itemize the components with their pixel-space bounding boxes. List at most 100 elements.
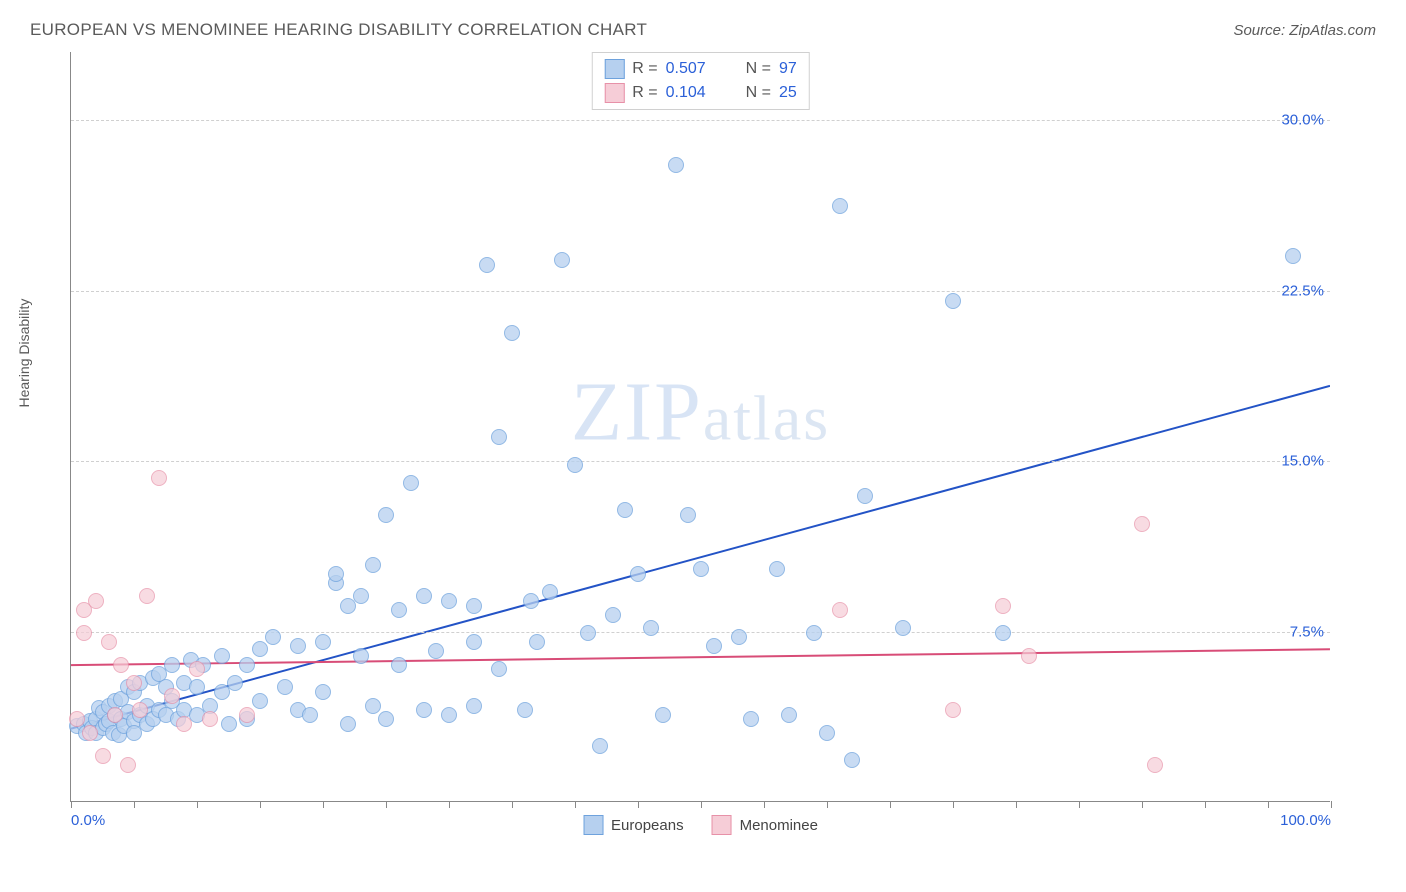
data-point	[277, 679, 293, 695]
data-point	[391, 602, 407, 618]
data-point	[239, 657, 255, 673]
r-label: R =	[632, 84, 657, 102]
data-point	[995, 625, 1011, 641]
data-point	[176, 716, 192, 732]
x-tick	[1331, 801, 1332, 808]
data-point	[895, 620, 911, 636]
data-point	[214, 648, 230, 664]
data-point	[189, 679, 205, 695]
data-point	[693, 561, 709, 577]
data-point	[416, 588, 432, 604]
x-tick	[386, 801, 387, 808]
n-value-europeans: 97	[779, 60, 797, 78]
data-point	[781, 707, 797, 723]
data-point	[221, 716, 237, 732]
watermark-atlas: atlas	[703, 382, 830, 453]
legend-label-menominee: Menominee	[740, 817, 818, 834]
watermark: ZIPatlas	[571, 363, 830, 460]
data-point	[1147, 757, 1163, 773]
data-point	[353, 588, 369, 604]
data-point	[995, 598, 1011, 614]
source-attribution: Source: ZipAtlas.com	[1233, 22, 1376, 39]
data-point	[466, 598, 482, 614]
correlation-legend: R = 0.507 N = 97 R = 0.104 N = 25	[591, 52, 809, 110]
data-point	[151, 470, 167, 486]
x-tick	[512, 801, 513, 808]
x-tick	[827, 801, 828, 808]
gridline	[71, 632, 1330, 633]
data-point	[504, 325, 520, 341]
data-point	[252, 641, 268, 657]
data-point	[655, 707, 671, 723]
data-point	[76, 625, 92, 641]
data-point	[580, 625, 596, 641]
data-point	[806, 625, 822, 641]
x-tick	[701, 801, 702, 808]
data-point	[365, 557, 381, 573]
data-point	[416, 702, 432, 718]
gridline	[71, 291, 1330, 292]
data-point	[1134, 516, 1150, 532]
data-point	[95, 748, 111, 764]
data-point	[517, 702, 533, 718]
data-point	[567, 457, 583, 473]
x-tick	[134, 801, 135, 808]
data-point	[523, 593, 539, 609]
data-point	[643, 620, 659, 636]
x-tick	[1205, 801, 1206, 808]
n-label: N =	[746, 84, 771, 102]
correlation-row-europeans: R = 0.507 N = 97	[600, 57, 800, 81]
data-point	[113, 657, 129, 673]
y-axis-label: Hearing Disability	[16, 299, 32, 408]
trend-lines	[71, 52, 1330, 801]
data-point	[403, 475, 419, 491]
data-point	[252, 693, 268, 709]
gridline	[71, 120, 1330, 121]
data-point	[101, 634, 117, 650]
plot-area: ZIPatlas R = 0.507 N = 97 R = 0.104 N = …	[70, 52, 1330, 802]
r-label: R =	[632, 60, 657, 78]
data-point	[466, 634, 482, 650]
y-tick-label: 30.0%	[1281, 112, 1324, 129]
data-point	[1021, 648, 1037, 664]
x-tick-label: 0.0%	[71, 812, 105, 829]
data-point	[378, 507, 394, 523]
data-point	[605, 607, 621, 623]
data-point	[107, 707, 123, 723]
data-point	[265, 629, 281, 645]
data-point	[706, 638, 722, 654]
data-point	[227, 675, 243, 691]
data-point	[945, 702, 961, 718]
data-point	[945, 293, 961, 309]
data-point	[668, 157, 684, 173]
correlation-row-menominee: R = 0.104 N = 25	[600, 81, 800, 105]
x-tick	[1268, 801, 1269, 808]
x-tick	[953, 801, 954, 808]
data-point	[302, 707, 318, 723]
data-point	[164, 657, 180, 673]
data-point	[315, 634, 331, 650]
y-tick-label: 22.5%	[1281, 282, 1324, 299]
chart-container: Hearing Disability ZIPatlas R = 0.507 N …	[30, 44, 1376, 864]
data-point	[479, 257, 495, 273]
n-label: N =	[746, 60, 771, 78]
data-point	[315, 684, 331, 700]
data-point	[365, 698, 381, 714]
data-point	[82, 725, 98, 741]
x-tick	[197, 801, 198, 808]
data-point	[88, 593, 104, 609]
data-point	[353, 648, 369, 664]
x-tick	[764, 801, 765, 808]
data-point	[164, 688, 180, 704]
data-point	[378, 711, 394, 727]
data-point	[328, 566, 344, 582]
x-tick	[1016, 801, 1017, 808]
data-point	[731, 629, 747, 645]
series-legend: Europeans Menominee	[583, 815, 818, 835]
legend-item-europeans: Europeans	[583, 815, 684, 835]
data-point	[680, 507, 696, 523]
data-point	[239, 707, 255, 723]
data-point	[743, 711, 759, 727]
data-point	[491, 429, 507, 445]
swatch-europeans	[604, 59, 624, 79]
